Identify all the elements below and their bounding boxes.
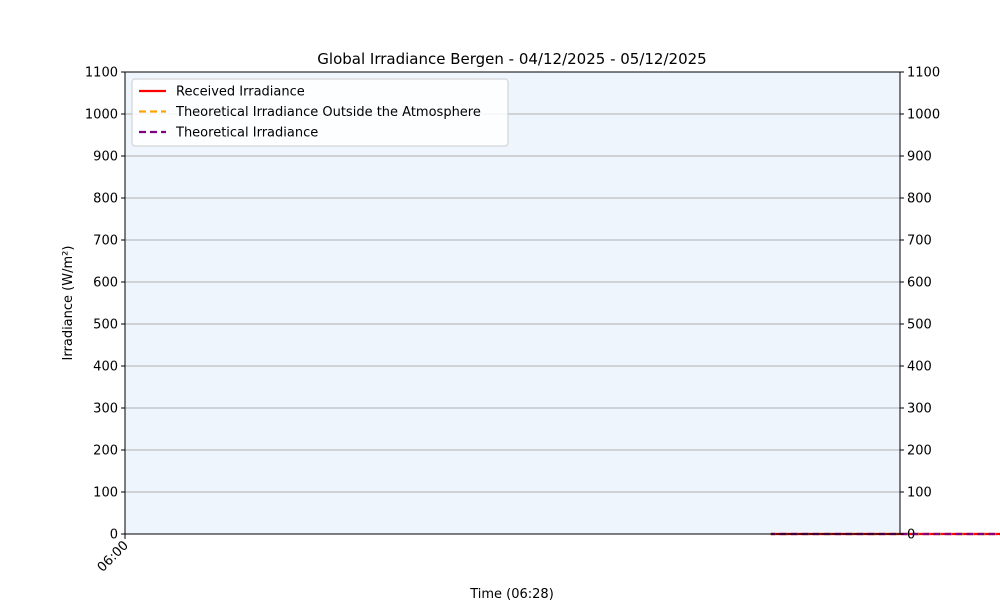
y-tick-label-left: 700 [93,234,118,249]
y-axis-label: Irradiance (W/m²) [61,246,76,361]
x-axis-label: Time (06:28) [469,587,554,600]
y-tick-label-right: 800 [907,192,932,207]
y-tick-label-right: 0 [907,528,915,543]
legend-label: Theoretical Irradiance [175,126,318,141]
y-tick-label-left: 800 [93,192,118,207]
chart-title: Global Irradiance Bergen - 04/12/2025 - … [317,50,706,68]
x-tick-label: 06:00 [95,538,132,575]
x-axis: 06:0008:0010:0012:0014:0016:0018:0020:00… [95,534,132,575]
y-tick-label-right: 500 [907,318,932,333]
y-tick-label-right: 900 [907,150,932,165]
y-tick-label-right: 1100 [907,66,940,81]
y-tick-label-right: 200 [907,444,932,459]
legend-box [131,78,509,147]
y-tick-label-right: 700 [907,234,932,249]
y-tick-label-left: 1000 [85,108,118,123]
y-tick-label-left: 200 [93,444,118,459]
y-tick-label-right: 100 [907,486,932,501]
y-tick-label-right: 400 [907,360,932,375]
y-tick-label-left: 900 [93,150,118,165]
y-axis-right: 0 100 200 300 400 500 600 700 800 900 1000 1100 [900,66,940,543]
legend-label: Received Irradiance [176,85,305,100]
y-tick-label-right: 600 [907,276,932,291]
y-tick-label-left: 0 [110,528,118,543]
legend-label: Theoretical Irradiance Outside the Atmos… [175,105,481,120]
plot-background [125,72,900,534]
plot-frame [124,71,901,535]
y-axis-left: 0 100 200 300 400 500 600 700 800 900 1000 1100 [85,66,125,543]
y-tick-label-left: 500 [93,318,118,333]
y-tick-label-right: 300 [907,402,932,417]
legend: Received Irradiance Theoretical Irradianc… [131,78,509,147]
grid [124,71,900,535]
y-tick-label-left: 600 [93,276,118,291]
y-tick-label-right: 1000 [907,108,940,123]
y-tick-label-left: 300 [93,402,118,417]
y-tick-label-left: 100 [93,486,118,501]
y-tick-label-left: 1100 [85,66,118,81]
y-tick-label-left: 400 [93,360,118,375]
